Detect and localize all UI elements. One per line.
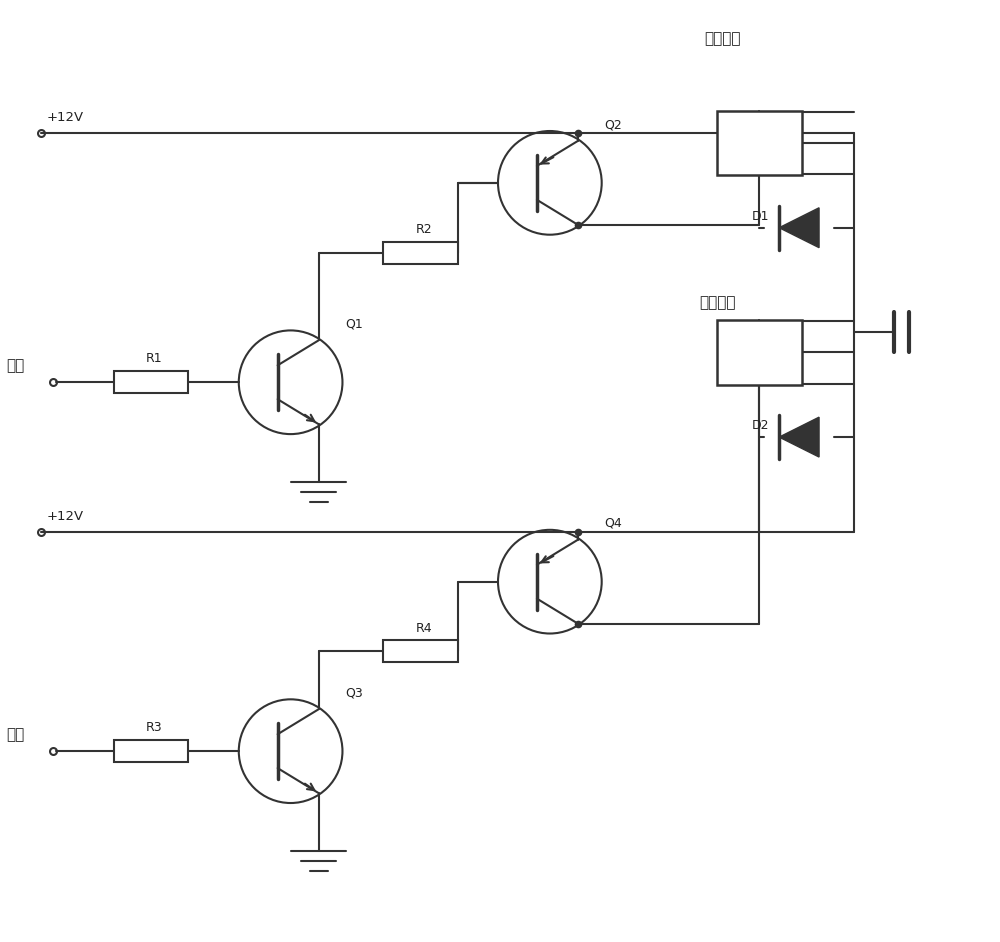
Text: Q2: Q2 <box>605 118 622 131</box>
Bar <box>717 320 802 384</box>
Bar <box>114 371 188 393</box>
Bar <box>383 242 458 264</box>
Text: Q3: Q3 <box>345 687 363 699</box>
Bar <box>717 110 802 175</box>
Text: R3: R3 <box>146 722 163 734</box>
Text: +12V: +12V <box>46 111 83 124</box>
Text: 合闸線圈: 合闸線圈 <box>704 31 741 46</box>
Text: R1: R1 <box>146 352 163 365</box>
Text: R4: R4 <box>415 622 432 635</box>
Polygon shape <box>779 208 819 248</box>
Polygon shape <box>779 417 819 457</box>
Bar <box>114 740 188 762</box>
Text: +12V: +12V <box>46 510 83 523</box>
Bar <box>383 641 458 662</box>
Text: D2: D2 <box>751 419 769 432</box>
Text: 分闸: 分闸 <box>6 727 25 742</box>
Text: 合闸: 合闸 <box>6 358 25 373</box>
Text: 分闸線圈: 分闸線圈 <box>699 296 736 311</box>
Text: D1: D1 <box>751 210 769 222</box>
Text: Q4: Q4 <box>605 517 622 529</box>
Text: R2: R2 <box>415 222 432 236</box>
Text: Q1: Q1 <box>345 317 363 331</box>
